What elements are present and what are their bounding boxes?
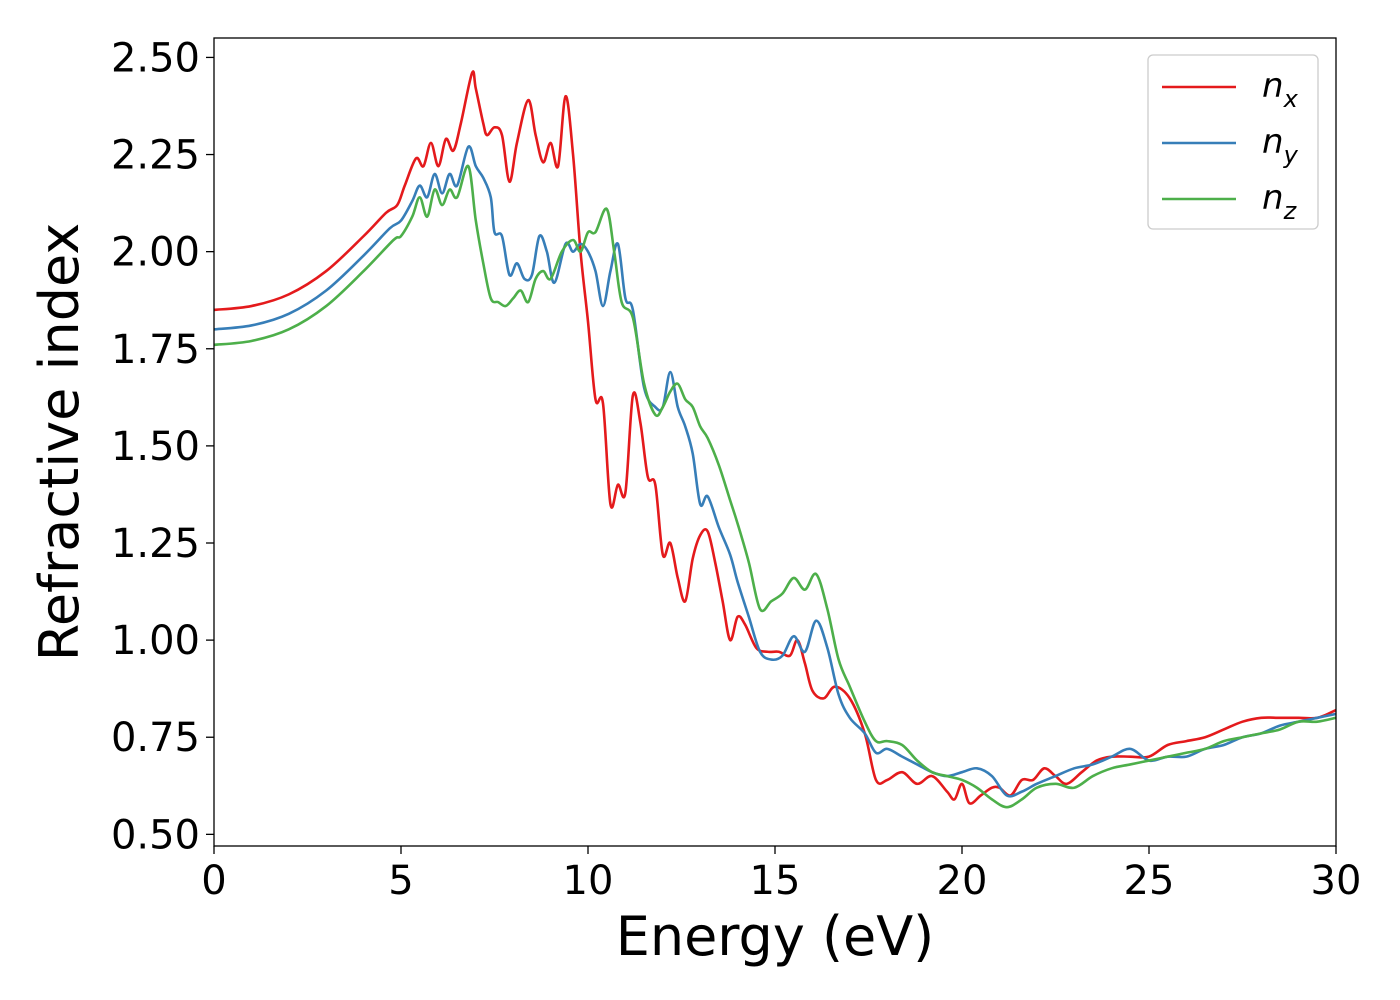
- x-axis-title: Energy (eV): [616, 905, 935, 968]
- y-tick-label: 2.00: [111, 230, 200, 276]
- x-tick-label: 5: [388, 858, 413, 904]
- y-tick-label: 1.50: [111, 424, 200, 470]
- y-tick-label: 0.50: [111, 812, 200, 858]
- y-tick-label: 0.75: [111, 715, 200, 761]
- x-axis-ticks: 0 5 10 15 20 25 30: [201, 846, 1361, 904]
- x-tick-label: 25: [1124, 858, 1175, 904]
- y-axis-title: Refractive index: [28, 223, 91, 662]
- y-axis-ticks: 0.50 0.75 1.00 1.25 1.50 1.75 2.00 2.25 2.50: [111, 35, 214, 858]
- y-tick-label: 1.75: [111, 327, 200, 373]
- x-tick-label: 15: [750, 858, 801, 904]
- x-tick-label: 30: [1311, 858, 1362, 904]
- y-tick-label: 2.50: [111, 35, 200, 81]
- series-line-ny: [214, 145, 1336, 798]
- y-tick-label: 2.25: [111, 133, 200, 179]
- y-tick-label: 1.00: [111, 618, 200, 664]
- series-layer: [214, 70, 1336, 809]
- x-tick-label: 10: [563, 858, 614, 904]
- x-tick-label: 0: [201, 858, 226, 904]
- series-line-nz: [214, 164, 1336, 809]
- y-tick-label: 1.25: [111, 521, 200, 567]
- x-tick-label: 20: [937, 858, 988, 904]
